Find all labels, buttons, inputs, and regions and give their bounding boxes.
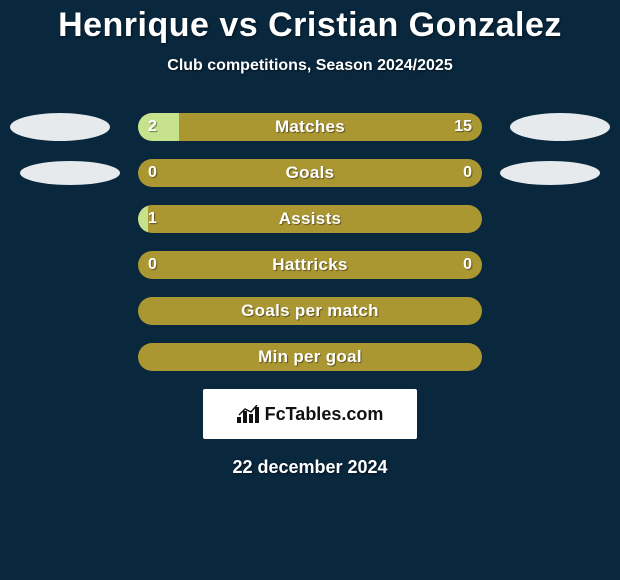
bar-left: [138, 251, 310, 279]
player-right-marker: [510, 113, 610, 141]
bar-left: [138, 343, 310, 371]
player-right-marker-small: [500, 161, 600, 185]
bar-left: [138, 113, 179, 141]
stat-row: Goals per match: [0, 297, 620, 325]
bar-right: [310, 251, 482, 279]
stat-row: Matches215: [0, 113, 620, 141]
stat-row: Hattricks00: [0, 251, 620, 279]
stat-row: Goals00: [0, 159, 620, 187]
badge-text: FcTables.com: [265, 404, 384, 425]
bar-right: [310, 297, 482, 325]
bar-track: [138, 205, 482, 233]
stat-row: Min per goal: [0, 343, 620, 371]
bar-track: [138, 251, 482, 279]
bar-track: [138, 297, 482, 325]
player-left-marker: [10, 113, 110, 141]
source-badge: FcTables.com: [203, 389, 417, 439]
bar-left: [138, 159, 310, 187]
player-left-marker-small: [20, 161, 120, 185]
page-title: Henrique vs Cristian Gonzalez: [0, 0, 620, 45]
bar-left: [138, 297, 310, 325]
bar-right: [179, 113, 482, 141]
bar-right: [148, 205, 482, 233]
chart-icon: [237, 405, 259, 423]
date-label: 22 december 2024: [0, 457, 620, 478]
bar-track: [138, 343, 482, 371]
bar-track: [138, 113, 482, 141]
bar-track: [138, 159, 482, 187]
comparison-chart: Matches215 Goals00 Assists1 Hattricks00 Goal…: [0, 113, 620, 371]
bar-right: [310, 343, 482, 371]
stat-row: Assists1: [0, 205, 620, 233]
bar-left: [138, 205, 148, 233]
bar-right: [310, 159, 482, 187]
subtitle: Club competitions, Season 2024/2025: [0, 57, 620, 75]
